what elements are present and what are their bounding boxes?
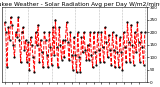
Title: Milwaukee Weather - Solar Radiation Avg per Day W/m2/minute: Milwaukee Weather - Solar Radiation Avg … bbox=[0, 2, 160, 7]
